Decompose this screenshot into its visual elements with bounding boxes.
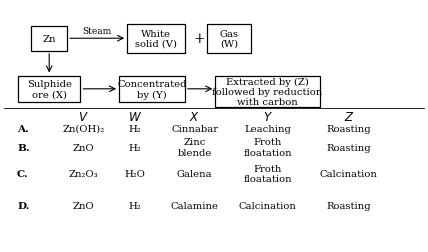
FancyBboxPatch shape bbox=[31, 26, 68, 52]
Text: Zn: Zn bbox=[42, 35, 56, 44]
Text: H₂: H₂ bbox=[128, 143, 141, 152]
Text: Froth
floatation: Froth floatation bbox=[243, 164, 292, 183]
Text: Roasting: Roasting bbox=[327, 143, 371, 152]
Text: Leaching: Leaching bbox=[244, 124, 291, 133]
Text: C.: C. bbox=[17, 169, 29, 178]
Text: H₂O: H₂O bbox=[125, 169, 145, 178]
Text: ZnO: ZnO bbox=[73, 143, 94, 152]
Text: Zinc
blende: Zinc blende bbox=[178, 138, 212, 157]
Text: Calamine: Calamine bbox=[171, 201, 219, 210]
Text: +: + bbox=[193, 32, 205, 46]
Text: Steam: Steam bbox=[83, 27, 112, 36]
Text: $\mathbf{\mathit{Z}}$: $\mathbf{\mathit{Z}}$ bbox=[344, 111, 354, 124]
Text: Froth
floatation: Froth floatation bbox=[243, 138, 292, 157]
Text: B.: B. bbox=[17, 143, 30, 152]
FancyBboxPatch shape bbox=[119, 76, 185, 103]
Text: Sulphide
ore (X): Sulphide ore (X) bbox=[27, 80, 72, 99]
Text: Calcination: Calcination bbox=[320, 169, 378, 178]
Text: Cinnabar: Cinnabar bbox=[171, 124, 218, 133]
Text: Roasting: Roasting bbox=[327, 124, 371, 133]
Text: H₂: H₂ bbox=[128, 124, 141, 133]
Text: Calcination: Calcination bbox=[238, 201, 297, 210]
Text: $\mathbf{\mathit{Y}}$: $\mathbf{\mathit{Y}}$ bbox=[262, 111, 273, 124]
Text: ZnO: ZnO bbox=[73, 201, 94, 210]
Text: Gas
(W): Gas (W) bbox=[220, 29, 238, 49]
Text: Concentrated
by (Y): Concentrated by (Y) bbox=[117, 80, 187, 99]
Text: White
solid (V): White solid (V) bbox=[135, 29, 177, 49]
FancyBboxPatch shape bbox=[206, 25, 252, 53]
Text: Galena: Galena bbox=[177, 169, 213, 178]
Text: Zn₂O₃: Zn₂O₃ bbox=[68, 169, 98, 178]
FancyBboxPatch shape bbox=[18, 76, 80, 103]
FancyBboxPatch shape bbox=[215, 77, 320, 107]
Text: A.: A. bbox=[17, 124, 29, 133]
Text: Zn(OH)₂: Zn(OH)₂ bbox=[62, 124, 104, 133]
Text: $\mathbf{\mathit{V}}$: $\mathbf{\mathit{V}}$ bbox=[78, 111, 89, 124]
Text: $\mathbf{\mathit{X}}$: $\mathbf{\mathit{X}}$ bbox=[189, 111, 200, 124]
Text: H₂: H₂ bbox=[128, 201, 141, 210]
FancyBboxPatch shape bbox=[128, 25, 185, 53]
Text: $\mathbf{\mathit{W}}$: $\mathbf{\mathit{W}}$ bbox=[128, 111, 142, 124]
Text: D.: D. bbox=[17, 201, 30, 210]
Text: Extracted by (Z)
followed by reduction
with carbon: Extracted by (Z) followed by reduction w… bbox=[212, 77, 323, 107]
Text: Roasting: Roasting bbox=[327, 201, 371, 210]
